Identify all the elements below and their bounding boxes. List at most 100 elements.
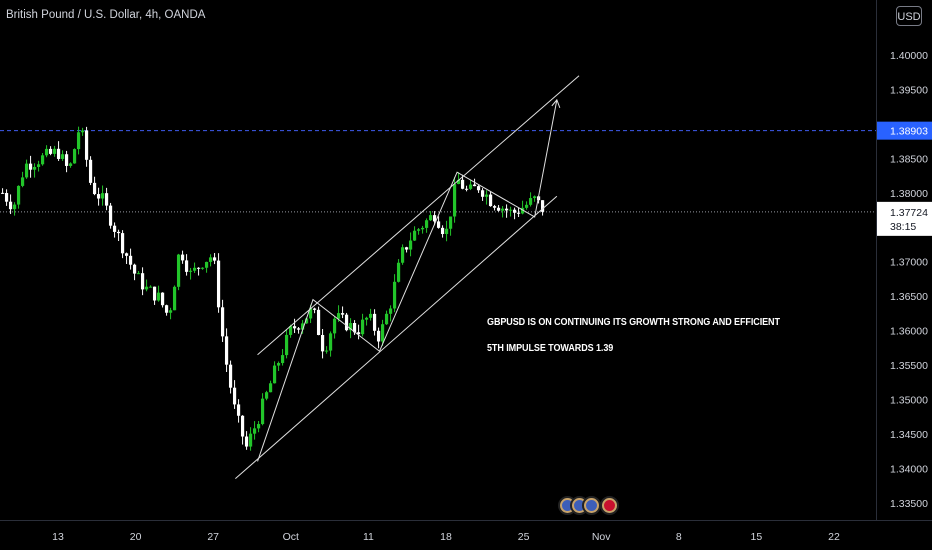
candle-body[interactable] xyxy=(12,204,17,210)
candle-body[interactable] xyxy=(380,324,385,342)
candle-body[interactable] xyxy=(508,209,513,211)
candle-body[interactable] xyxy=(72,149,77,164)
candle-body[interactable] xyxy=(452,184,457,217)
candle-body[interactable] xyxy=(28,163,33,170)
candle-body[interactable] xyxy=(108,205,113,226)
candle-body[interactable] xyxy=(192,267,197,271)
candle-body[interactable] xyxy=(84,130,89,160)
candle-body[interactable] xyxy=(184,260,189,272)
candle-body[interactable] xyxy=(500,208,505,211)
candle-body[interactable] xyxy=(148,286,153,288)
candle-body[interactable] xyxy=(128,255,133,265)
currency-unit-button[interactable]: USD xyxy=(896,6,922,26)
candle-body[interactable] xyxy=(68,163,73,166)
candle-body[interactable] xyxy=(76,132,81,150)
candle-body[interactable] xyxy=(512,209,517,213)
candle-body[interactable] xyxy=(168,310,173,313)
candle-body[interactable] xyxy=(272,365,277,384)
candle-body[interactable] xyxy=(304,318,309,324)
channel-lower-line[interactable] xyxy=(235,195,558,480)
candle-body[interactable] xyxy=(100,193,105,199)
candle-body[interactable] xyxy=(132,264,137,274)
elliott-wave-path[interactable] xyxy=(257,99,558,462)
candle-body[interactable] xyxy=(236,404,241,416)
candle-body[interactable] xyxy=(52,148,57,154)
candle-body[interactable] xyxy=(212,257,217,261)
candle-body[interactable] xyxy=(156,292,161,301)
candle-body[interactable] xyxy=(432,215,437,222)
candle-body[interactable] xyxy=(292,326,297,329)
candle-body[interactable] xyxy=(324,350,329,352)
candle-body[interactable] xyxy=(528,198,533,205)
candle-body[interactable] xyxy=(344,314,349,331)
candle-body[interactable] xyxy=(80,130,85,133)
candle-body[interactable] xyxy=(532,196,537,199)
candle-body[interactable] xyxy=(60,154,65,159)
candle-body[interactable] xyxy=(520,207,525,214)
candle-body[interactable] xyxy=(368,313,373,318)
candle-body[interactable] xyxy=(116,231,121,234)
candle-body[interactable] xyxy=(372,313,377,331)
candle-body[interactable] xyxy=(204,261,209,268)
candle-body[interactable] xyxy=(244,436,249,447)
candle-body[interactable] xyxy=(496,207,501,211)
candle-body[interactable] xyxy=(124,253,129,256)
candle-body[interactable] xyxy=(356,332,361,335)
candle-body[interactable] xyxy=(388,308,393,314)
annotation-text-growth[interactable]: GBPUSD IS ON CONTINUING ITS GROWTH STRON… xyxy=(487,316,780,328)
candle-body[interactable] xyxy=(188,270,193,272)
candle-body[interactable] xyxy=(340,313,345,315)
candle-body[interactable] xyxy=(160,292,165,306)
candle-body[interactable] xyxy=(468,184,473,189)
candle-body[interactable] xyxy=(144,286,149,290)
candle-body[interactable] xyxy=(176,254,181,287)
candle-body[interactable] xyxy=(296,328,301,330)
candle-body[interactable] xyxy=(32,166,37,170)
candle-body[interactable] xyxy=(64,154,69,166)
candle-body[interactable] xyxy=(56,148,61,159)
candle-body[interactable] xyxy=(104,193,109,206)
candle-body[interactable] xyxy=(260,398,265,425)
candle-body[interactable] xyxy=(228,364,233,388)
uk-flag-event[interactable] xyxy=(600,496,619,515)
candle-body[interactable] xyxy=(464,188,469,190)
candle-body[interactable] xyxy=(44,148,49,156)
candle-body[interactable] xyxy=(428,215,433,221)
candle-body[interactable] xyxy=(276,363,281,366)
candle-body[interactable] xyxy=(416,229,421,231)
candle-body[interactable] xyxy=(480,190,485,197)
candle-body[interactable] xyxy=(256,424,261,429)
candle-body[interactable] xyxy=(376,330,381,342)
candle-body[interactable] xyxy=(216,260,221,308)
candle-body[interactable] xyxy=(460,179,465,189)
candle-body[interactable] xyxy=(440,227,445,235)
candle-body[interactable] xyxy=(164,305,169,313)
candle-body[interactable] xyxy=(484,194,489,197)
candle-body[interactable] xyxy=(328,333,333,351)
candle-body[interactable] xyxy=(352,323,357,333)
candle-body[interactable] xyxy=(412,230,417,241)
candle-body[interactable] xyxy=(280,355,285,364)
candle-body[interactable] xyxy=(96,194,101,199)
candle-body[interactable] xyxy=(316,309,321,336)
candle-body[interactable] xyxy=(248,433,253,447)
candle-body[interactable] xyxy=(240,415,245,437)
candle-body[interactable] xyxy=(300,323,305,330)
candle-body[interactable] xyxy=(284,334,289,356)
candle-body[interactable] xyxy=(332,318,337,334)
candle-body[interactable] xyxy=(308,308,313,319)
candle-body[interactable] xyxy=(120,233,125,254)
candle-body[interactable] xyxy=(524,204,529,208)
candle-body[interactable] xyxy=(488,194,493,207)
candle-body[interactable] xyxy=(224,336,229,365)
candle-body[interactable] xyxy=(172,286,177,311)
candle-body[interactable] xyxy=(232,387,237,405)
candle-body[interactable] xyxy=(180,254,185,261)
candle-body[interactable] xyxy=(208,257,213,262)
candle-body[interactable] xyxy=(408,240,413,250)
candle-body[interactable] xyxy=(48,148,53,154)
candle-body[interactable] xyxy=(312,308,317,310)
candle-body[interactable] xyxy=(384,313,389,325)
